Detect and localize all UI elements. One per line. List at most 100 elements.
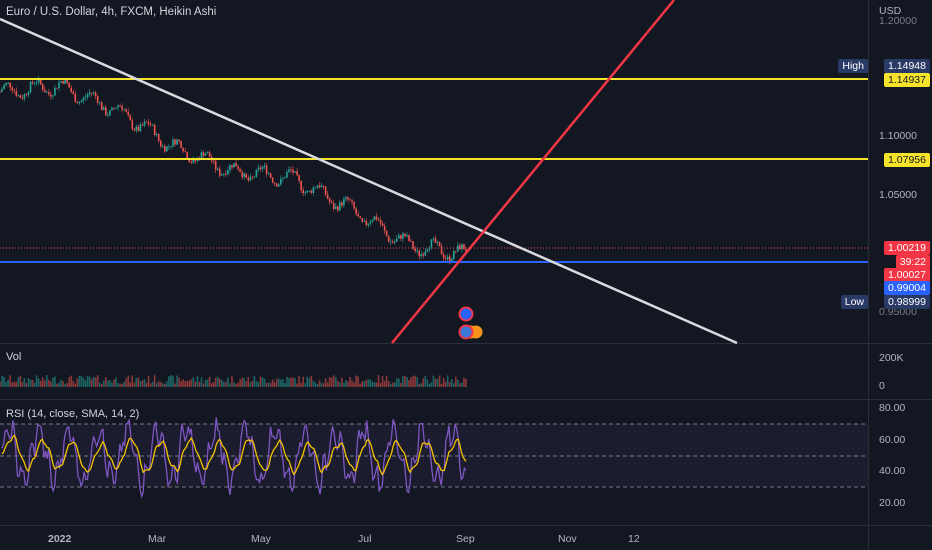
level-1-tag: 1.14937 <box>884 73 930 87</box>
volume-bar <box>80 375 83 387</box>
candle-body <box>129 115 132 121</box>
volume-bar <box>64 383 66 387</box>
volume-bar <box>3 376 5 387</box>
us-flag-icon[interactable] <box>458 324 474 340</box>
volume-bar <box>273 382 276 387</box>
candle-body <box>46 92 48 93</box>
candle-body <box>442 254 445 259</box>
eu-flag-icon[interactable] <box>458 306 474 322</box>
candle-body <box>200 152 203 160</box>
volume-bar <box>410 377 412 387</box>
candle-body <box>322 185 325 187</box>
candle-body <box>361 218 364 222</box>
volume-bar <box>402 376 404 387</box>
candle-body <box>216 168 219 170</box>
candle-body <box>412 241 414 249</box>
uptrend-line[interactable] <box>391 0 675 344</box>
candle-body <box>324 186 327 195</box>
candle-body <box>168 146 170 148</box>
volume-bar <box>54 376 56 387</box>
volume-bar <box>365 379 368 387</box>
candlestick-series <box>0 75 467 265</box>
candle-body <box>408 235 410 242</box>
candle-body <box>259 167 262 170</box>
candle-body <box>239 168 241 172</box>
rsi-label[interactable]: RSI (14, close, SMA, 14, 2) <box>6 408 140 420</box>
volume-bar <box>324 378 327 387</box>
candle-body <box>111 108 113 111</box>
candle-body <box>461 244 463 250</box>
volume-bar <box>190 379 193 387</box>
candle-body <box>151 124 154 126</box>
volume-bar <box>267 382 270 387</box>
candle-body <box>86 94 89 98</box>
volume-bar <box>223 381 225 387</box>
candle-body <box>161 146 164 147</box>
candle-body <box>300 180 302 191</box>
candle-body <box>253 176 256 178</box>
candle-body <box>359 216 361 219</box>
candle-body <box>227 170 229 175</box>
candle-body <box>383 225 386 231</box>
volume-bar <box>176 375 178 387</box>
low-value: 0.98999 <box>884 295 930 309</box>
candle-body <box>402 233 404 239</box>
volume-bar <box>269 382 272 387</box>
candle-body <box>334 206 337 209</box>
symbol-title[interactable]: Euro / U.S. Dollar, 4h, FXCM, Heikin Ash… <box>6 6 217 18</box>
volume-bar <box>210 383 213 387</box>
rsi-ma-line <box>1 434 467 476</box>
candle-body <box>76 101 79 104</box>
candle-body <box>434 238 437 243</box>
volume-bar <box>72 380 75 387</box>
volume-bar <box>430 382 433 387</box>
time-tick: Sep <box>456 533 475 545</box>
volume-bar <box>310 375 313 387</box>
volume-label[interactable]: Vol <box>6 351 22 363</box>
volume-bar <box>300 382 302 387</box>
candle-body <box>237 166 239 169</box>
volume-bar <box>314 382 317 387</box>
volume-bar <box>76 378 79 387</box>
volume-bar <box>306 376 309 387</box>
volume-bar <box>265 382 268 387</box>
candle-body <box>33 82 36 84</box>
candle-body <box>135 126 138 131</box>
candle-body <box>430 239 433 248</box>
volume-bar <box>19 375 22 387</box>
candle-body <box>0 91 1 93</box>
volume-bar <box>161 383 164 387</box>
downtrend-line[interactable] <box>0 17 738 345</box>
candle-body <box>123 109 125 111</box>
volume-bar <box>387 381 390 387</box>
volume-bar <box>182 379 184 387</box>
candle-body <box>13 90 16 92</box>
time-tick: Jul <box>358 533 372 545</box>
time-tick: May <box>251 533 271 545</box>
candle-body <box>404 233 406 237</box>
volume-bar <box>459 383 461 387</box>
volume-bar <box>9 375 11 387</box>
volume-bar <box>111 382 113 387</box>
volume-bar <box>336 380 339 387</box>
volume-bar <box>35 375 38 387</box>
volume-bar <box>119 383 121 387</box>
price-tick: 1.05000 <box>879 189 917 201</box>
candle-body <box>92 92 95 94</box>
volume-bar <box>432 375 435 387</box>
volume-bar <box>50 381 52 387</box>
volume-bar <box>312 380 315 387</box>
volume-bar <box>292 377 294 387</box>
volume-bar <box>245 381 248 387</box>
volume-bar <box>117 383 119 387</box>
volume-bar <box>100 383 103 387</box>
volume-bar <box>330 377 333 387</box>
volume-bar <box>133 382 136 387</box>
volume-bar <box>231 376 233 387</box>
volume-bar <box>391 382 394 387</box>
volume-bar <box>23 378 26 387</box>
volume-bar <box>172 375 174 387</box>
candle-body <box>170 146 172 148</box>
rsi-tick: 40.00 <box>879 465 906 477</box>
